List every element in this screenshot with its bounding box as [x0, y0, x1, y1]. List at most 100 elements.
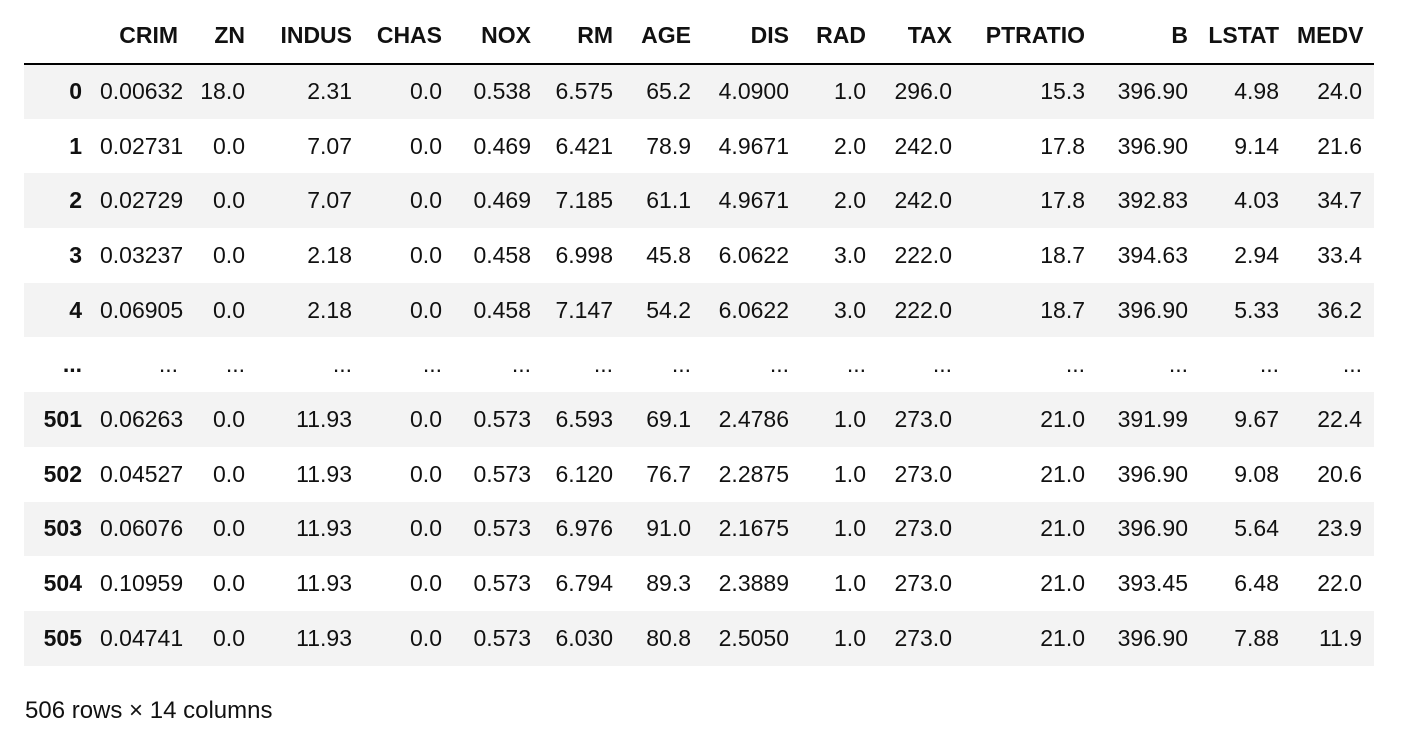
dataframe-output: CRIM ZN INDUS CHAS NOX RM AGE DIS RAD TAX PTRATIO B… [24, 8, 1376, 666]
table-row: 2 0.02729 0.0 7.07 0.0 0.469 7.185 61.1 4.9671 2.… [24, 173, 1374, 229]
table-cell: ... [422, 351, 442, 378]
table-cell: 2.5050 [718, 624, 789, 651]
table-row: 1 0.02731 0.0 7.07 0.0 0.469 6.421 78.9 4.9671 2.… [24, 119, 1374, 174]
table-cell: 1.0 [834, 515, 866, 542]
table-cell: 273.0 [894, 570, 952, 597]
dataframe-header: CRIM ZN INDUS CHAS NOX RM AGE DIS RAD TAX PTRATIO B… [24, 8, 1374, 65]
table-cell: 6.120 [555, 460, 613, 487]
table-cell: 0.573 [473, 405, 531, 432]
table-cell: 6.030 [555, 624, 613, 651]
table-cell: ... [932, 351, 952, 378]
table-cell: 6.0622 [718, 241, 789, 268]
table-cell: ... [225, 351, 245, 378]
column-header: NOX [454, 8, 543, 65]
table-cell: 80.8 [646, 624, 691, 651]
table-cell: 0.0 [410, 241, 442, 268]
row-index: 504 [43, 570, 82, 597]
table-cell: 1.0 [834, 405, 866, 432]
table-cell: 0.458 [473, 296, 531, 323]
table-cell: 242.0 [894, 187, 952, 214]
table-cell: 3.0 [834, 241, 866, 268]
row-index: 4 [69, 296, 82, 323]
table-cell: 2.18 [307, 296, 352, 323]
table-cell: 1.0 [834, 570, 866, 597]
table-cell: 21.0 [1040, 570, 1085, 597]
table-cell: ... [1259, 351, 1279, 378]
table-cell: 21.0 [1040, 405, 1085, 432]
table-cell: 0.00632 [100, 78, 184, 105]
table-cell: 6.998 [555, 241, 613, 268]
table-cell: 396.90 [1117, 624, 1188, 651]
column-header: TAX [878, 8, 964, 65]
table-row: ........................................… [24, 337, 1374, 392]
table-cell: 76.7 [646, 460, 691, 487]
column-header: PTRATIO [964, 8, 1097, 65]
table-cell: 0.10959 [100, 570, 184, 597]
dataframe-body: 0 0.00632 18.0 2.31 0.0 0.538 6.575 65.2 4.0900 1… [24, 64, 1374, 666]
shape-summary: 506 rows × 14 columns [25, 697, 273, 724]
table-cell: 0.458 [473, 241, 531, 268]
table-cell: 0.03237 [100, 241, 184, 268]
row-index: 505 [43, 624, 82, 651]
table-cell: 0.02731 [100, 132, 184, 159]
table-cell: 0.0 [213, 241, 245, 268]
table-cell: 396.90 [1117, 78, 1188, 105]
row-index: 501 [43, 405, 82, 432]
table-cell: 21.0 [1040, 624, 1085, 651]
table-cell: 273.0 [894, 624, 952, 651]
column-header: CHAS [364, 8, 454, 65]
table-cell: 0.0 [213, 132, 245, 159]
table-cell: 23.9 [1317, 515, 1362, 542]
table-cell: 21.6 [1317, 132, 1362, 159]
table-cell: 11.93 [296, 515, 352, 542]
row-index: 1 [69, 132, 82, 159]
table-cell: 0.0 [213, 515, 245, 542]
table-cell: 2.0 [834, 187, 866, 214]
table-cell: 45.8 [646, 241, 691, 268]
table-cell: 33.4 [1317, 241, 1362, 268]
table-cell: ... [511, 351, 531, 378]
table-row: 502 0.04527 0.0 11.93 0.0 0.573 6.120 76.7 2.287… [24, 447, 1374, 502]
table-cell: 5.33 [1234, 296, 1279, 323]
table-cell: 4.03 [1234, 187, 1279, 214]
column-header: DIS [703, 8, 801, 65]
table-row: 0 0.00632 18.0 2.31 0.0 0.538 6.575 65.2 4.0900 1… [24, 64, 1374, 119]
table-cell: 273.0 [894, 460, 952, 487]
row-index: 502 [43, 460, 82, 487]
row-index: 0 [69, 78, 82, 105]
table-cell: 18.0 [200, 78, 245, 105]
table-row: 505 0.04741 0.0 11.93 0.0 0.573 6.030 80.8 2.505… [24, 610, 1374, 666]
table-cell: 1.0 [834, 624, 866, 651]
table-cell: 11.93 [296, 570, 352, 597]
table-cell: 24.0 [1317, 78, 1362, 105]
column-header: RM [543, 8, 625, 65]
table-cell: ... [593, 351, 613, 378]
table-cell: 22.4 [1317, 405, 1362, 432]
table-cell: 4.9671 [718, 132, 789, 159]
table-cell: 2.0 [834, 132, 866, 159]
table-cell: 7.88 [1234, 624, 1279, 651]
table-cell: 392.83 [1117, 187, 1188, 214]
table-cell: 0.573 [473, 570, 531, 597]
table-cell: 18.7 [1040, 241, 1085, 268]
table-cell: 0.0 [410, 624, 442, 651]
table-cell: 0.573 [473, 460, 531, 487]
table-cell: 1.0 [834, 78, 866, 105]
table-cell: 2.18 [307, 241, 352, 268]
table-cell: 0.0 [213, 460, 245, 487]
table-cell: 15.3 [1040, 78, 1085, 105]
table-cell: 91.0 [646, 515, 691, 542]
header-row: CRIM ZN INDUS CHAS NOX RM AGE DIS RAD TAX PTRATIO B… [24, 8, 1374, 65]
table-cell: ... [332, 351, 352, 378]
table-cell: 0.0 [410, 78, 442, 105]
table-cell: 65.2 [646, 78, 691, 105]
table-cell: 4.9671 [718, 187, 789, 214]
table-cell: 2.4786 [718, 405, 789, 432]
table-cell: 0.469 [473, 187, 531, 214]
table-cell: 18.7 [1040, 296, 1085, 323]
table-cell: 3.0 [834, 296, 866, 323]
table-cell: 6.593 [555, 405, 613, 432]
table-row: 3 0.03237 0.0 2.18 0.0 0.458 6.998 45.8 6.0622 3.… [24, 228, 1374, 283]
table-cell: 0.0 [213, 570, 245, 597]
table-cell: 0.573 [473, 624, 531, 651]
